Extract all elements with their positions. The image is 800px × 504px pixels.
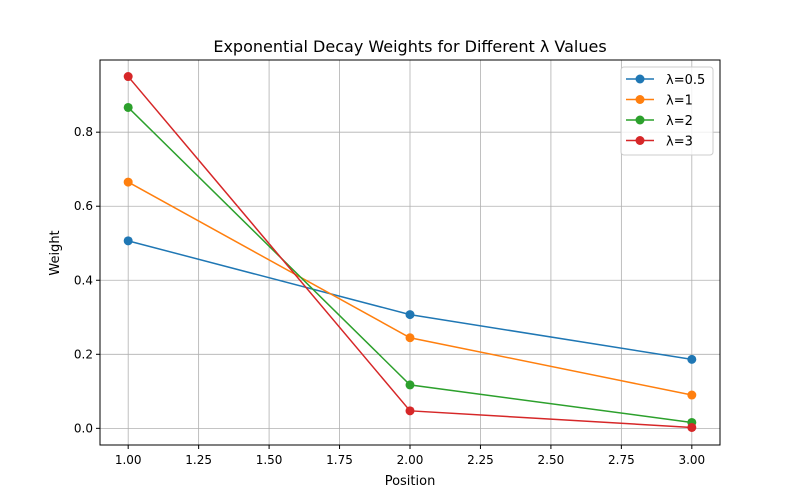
data-point bbox=[123, 177, 133, 187]
x-axis-label: Position bbox=[385, 474, 436, 489]
legend-marker bbox=[635, 95, 645, 104]
data-point bbox=[687, 390, 697, 400]
y-tick-label: 0.6 bbox=[74, 199, 93, 213]
data-point bbox=[405, 310, 415, 320]
data-point bbox=[405, 380, 415, 390]
y-tick-label: 0.2 bbox=[74, 347, 93, 361]
series-group bbox=[123, 72, 697, 432]
legend-label: λ=2 bbox=[666, 114, 693, 129]
x-tick-label: 2.75 bbox=[608, 453, 635, 467]
data-point bbox=[687, 354, 697, 364]
y-tick-label: 0.0 bbox=[74, 421, 93, 435]
y-tick-label: 0.4 bbox=[74, 273, 93, 287]
data-point bbox=[405, 406, 415, 416]
legend-label: λ=0.5 bbox=[666, 73, 705, 88]
x-tick-label: 1.75 bbox=[326, 453, 353, 467]
x-tick-label: 1.25 bbox=[185, 453, 212, 467]
y-axis-label: Weight bbox=[48, 230, 63, 275]
ticks: 1.00 1.25 1.50 1.75 2.00 2.25 2.50 2.75 3.00 0.0 0… bbox=[74, 125, 705, 467]
legend-marker bbox=[635, 74, 645, 84]
data-point bbox=[123, 72, 133, 82]
x-tick-label: 1.50 bbox=[256, 453, 283, 467]
x-tick-label: 1.00 bbox=[115, 453, 142, 467]
x-tick-label: 2.00 bbox=[397, 453, 424, 467]
x-tick-label: 3.00 bbox=[678, 453, 705, 467]
x-tick-label: 2.25 bbox=[467, 453, 494, 467]
legend-box bbox=[620, 66, 714, 156]
legend-label: λ=1 bbox=[666, 94, 693, 109]
chart-title: Exponential Decay Weights for Different … bbox=[213, 37, 606, 56]
plot-frame bbox=[99, 59, 721, 446]
grid bbox=[100, 60, 720, 445]
legend-marker bbox=[635, 136, 645, 145]
legend-marker bbox=[635, 115, 645, 125]
legend-label: λ=3 bbox=[666, 135, 693, 150]
x-tick-label: 2.50 bbox=[538, 453, 565, 467]
y-tick-label: 0.8 bbox=[74, 125, 93, 139]
data-point bbox=[687, 422, 697, 432]
data-point bbox=[405, 333, 415, 343]
data-point bbox=[123, 102, 133, 112]
data-point bbox=[123, 236, 133, 246]
legend: λ=0.5 λ=1 λ=2 λ=3 bbox=[620, 66, 714, 156]
